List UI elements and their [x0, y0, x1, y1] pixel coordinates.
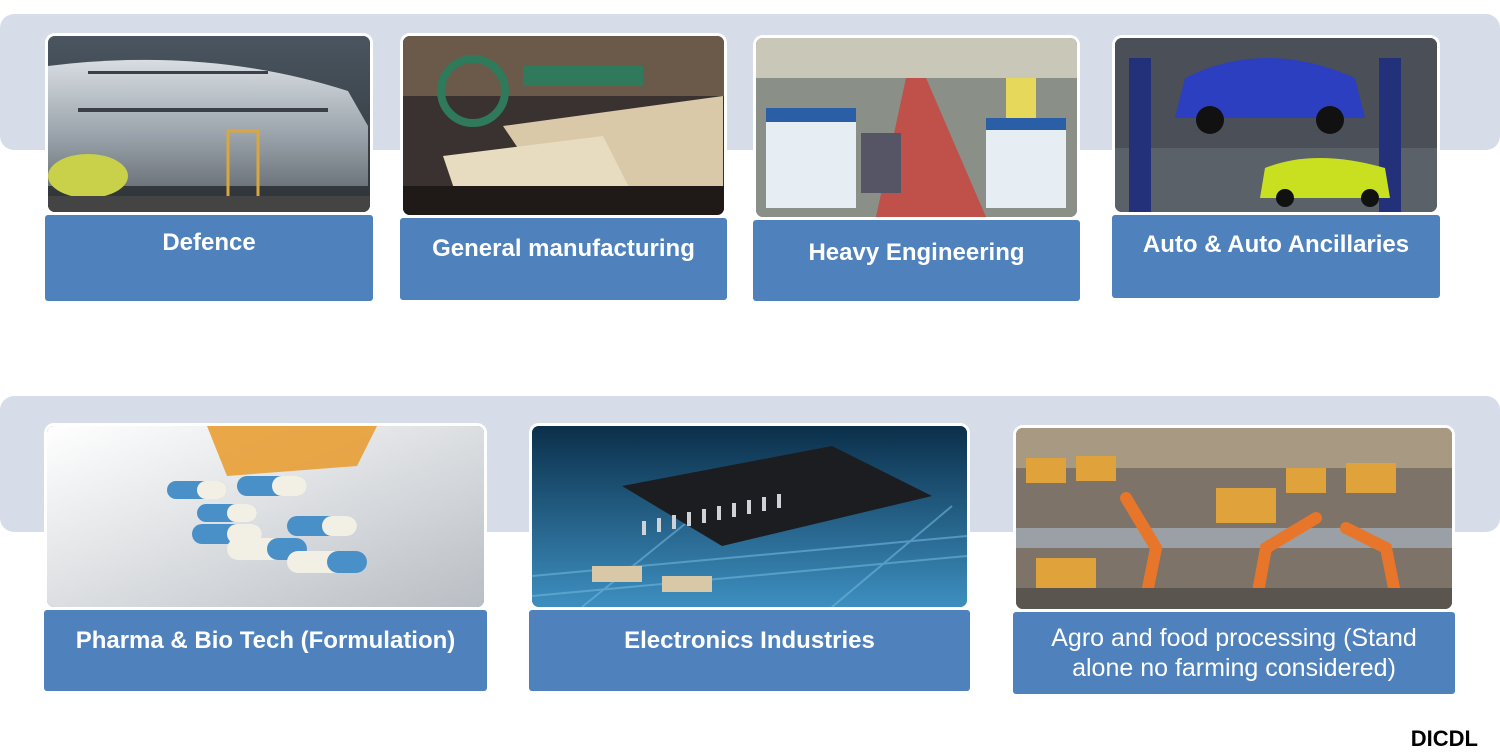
- sector-label: General manufacturing: [400, 218, 727, 300]
- sector-label: Agro and food processing (Stand alone no…: [1013, 612, 1455, 694]
- sector-card-general-manufacturing: General manufacturing: [400, 33, 727, 300]
- sector-card-electronics: Electronics Industries: [529, 423, 970, 691]
- robotic-food-packing-photo: [1013, 425, 1455, 612]
- sector-label: Electronics Industries: [529, 610, 970, 691]
- sector-card-defence: Defence: [45, 33, 373, 301]
- sector-card-agro-food: Agro and food processing (Stand alone no…: [1013, 425, 1455, 694]
- sector-card-pharma: Pharma & Bio Tech (Formulation): [44, 423, 487, 691]
- capsules-pill-bottle-photo: [44, 423, 487, 610]
- sector-card-heavy-engineering: Heavy Engineering: [753, 35, 1080, 301]
- rail-coach-factory-photo: [753, 35, 1080, 220]
- textile-looms-photo: [400, 33, 727, 218]
- car-lift-workshop-photo: [1112, 35, 1440, 215]
- sector-card-auto-ancillaries: Auto & Auto Ancillaries: [1112, 35, 1440, 298]
- sector-label: Pharma & Bio Tech (Formulation): [44, 610, 487, 691]
- circuit-board-chip-photo: [529, 423, 970, 610]
- sector-label: Defence: [45, 215, 373, 301]
- sector-label: Auto & Auto Ancillaries: [1112, 215, 1440, 298]
- aircraft-assembly-photo: [45, 33, 373, 215]
- brand-footer: DICDL: [1410, 726, 1478, 751]
- sector-label: Heavy Engineering: [753, 220, 1080, 301]
